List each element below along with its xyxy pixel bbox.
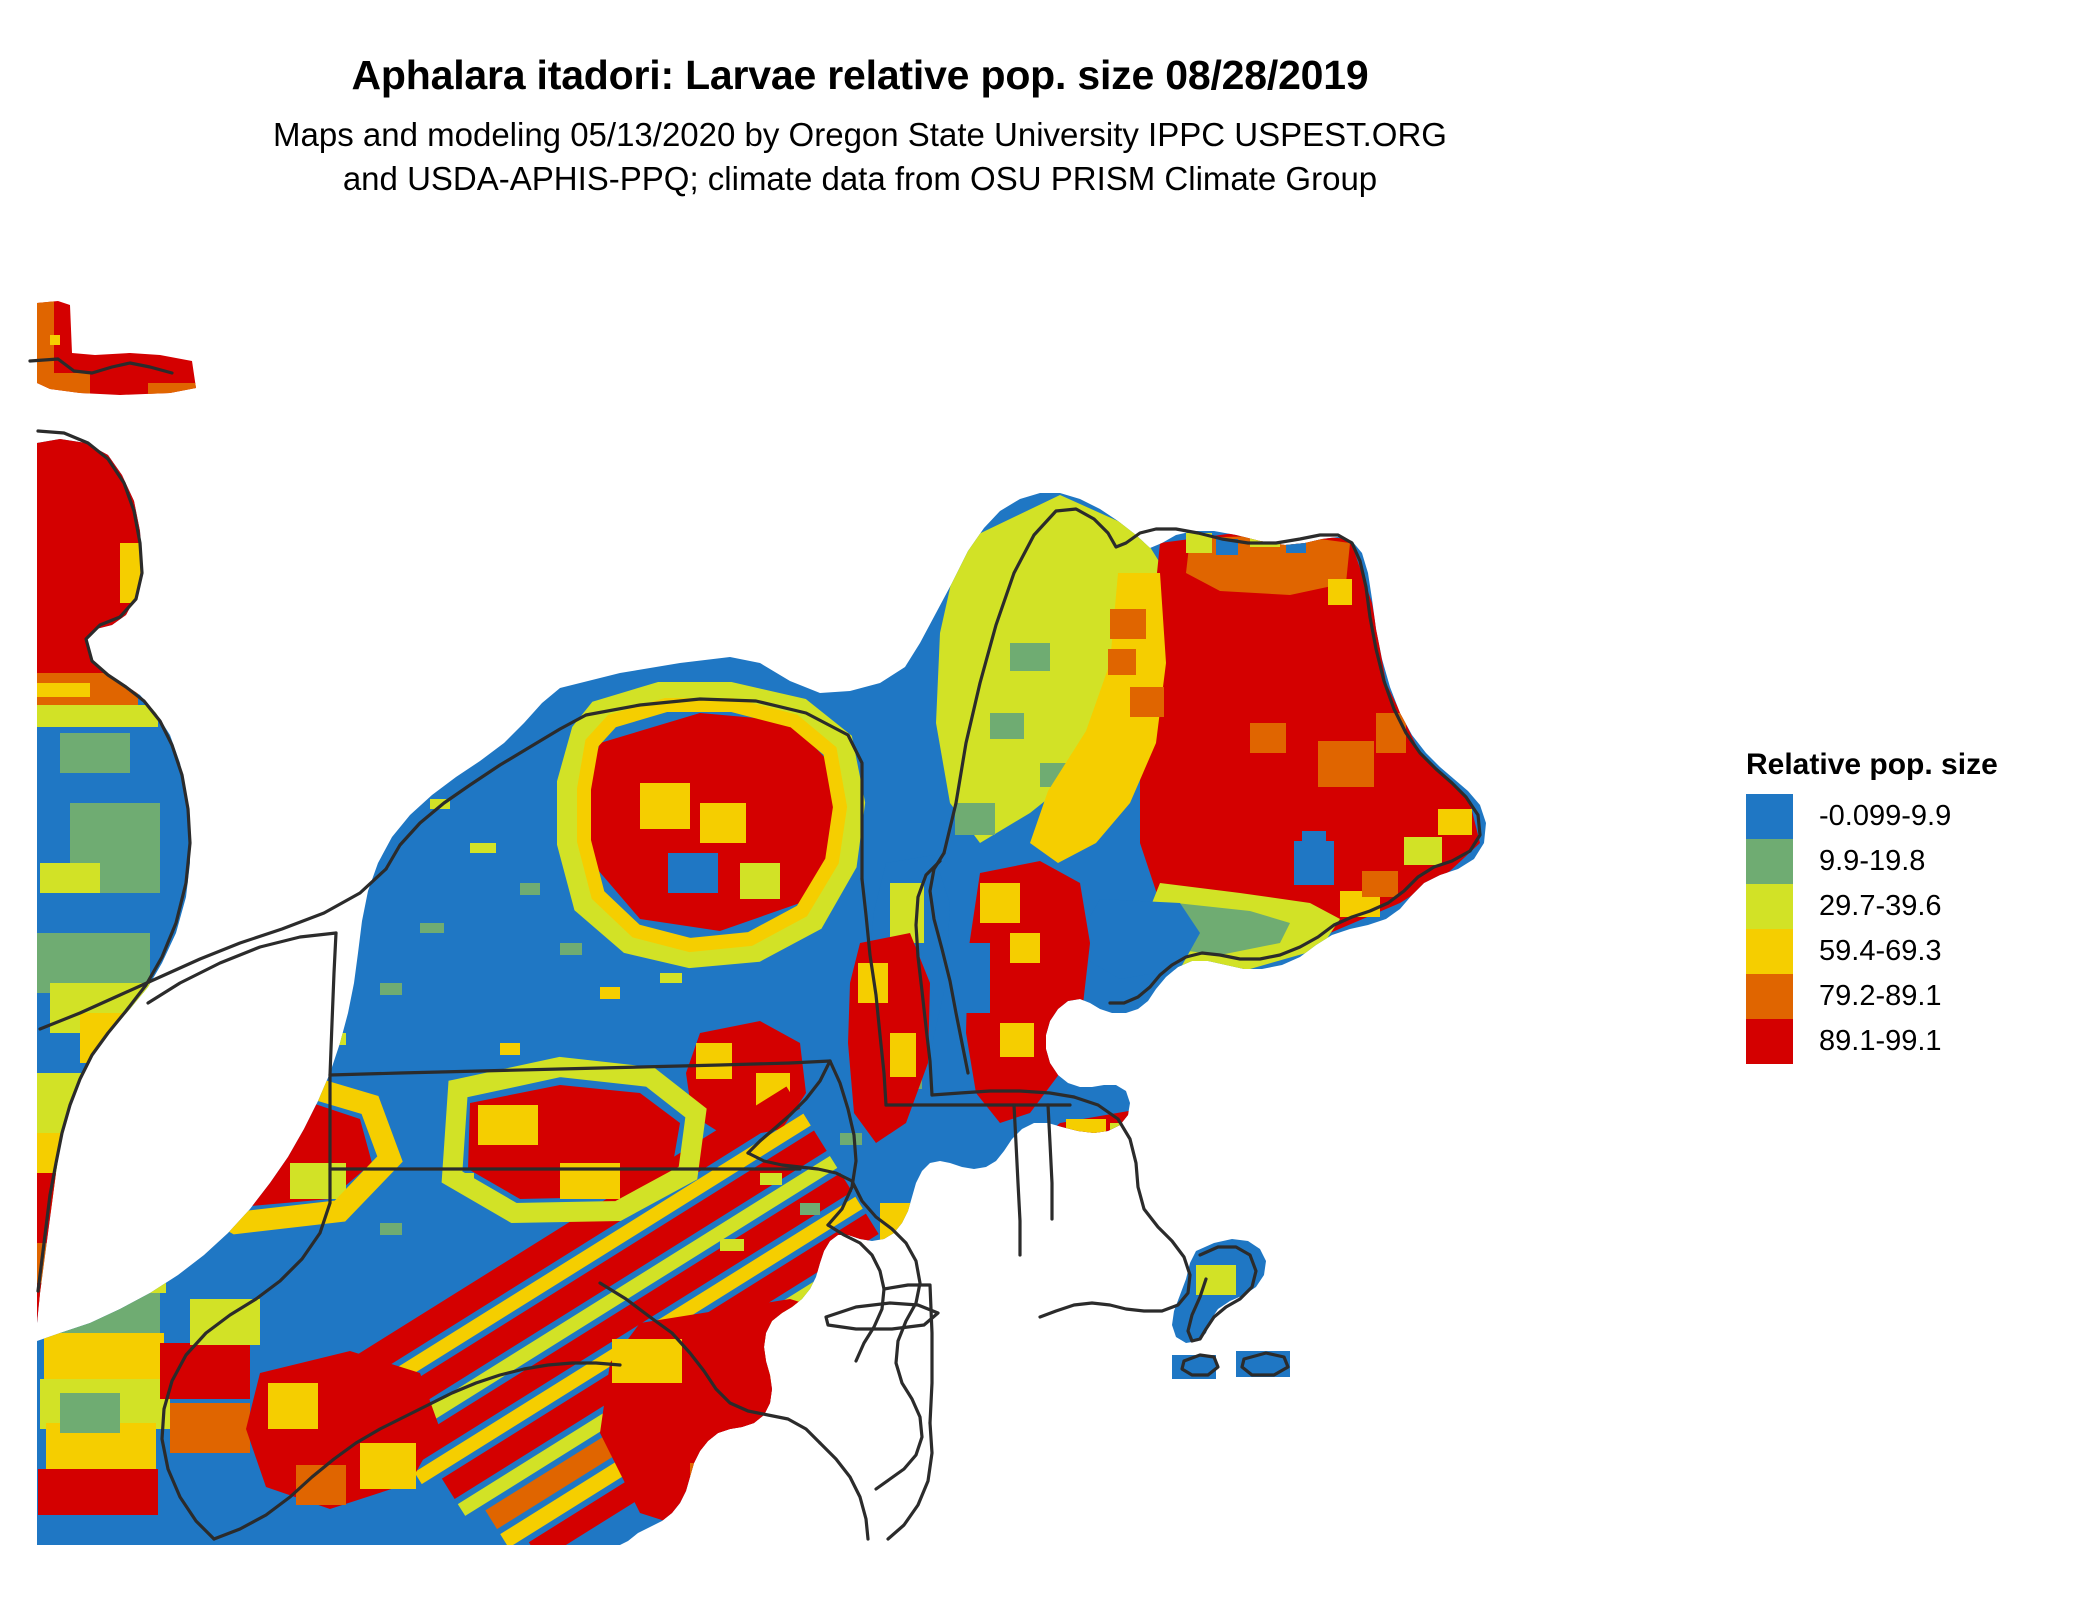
legend-label: -0.099-9.9 <box>1819 800 1952 832</box>
legend-label: 79.2-89.1 <box>1819 980 1942 1012</box>
legend-title: Relative pop. size <box>1746 748 1998 781</box>
legend-swatch-icon <box>1746 839 1793 884</box>
legend-swatch-icon <box>1746 929 1793 974</box>
page-title: Aphalara itadori: Larvae relative pop. s… <box>351 52 1369 98</box>
map-canvas[interactable] <box>0 243 1700 1563</box>
legend-row[interactable]: 79.2-89.1 <box>1746 974 2076 1019</box>
legend-row[interactable]: -0.099-9.9 <box>1746 794 2076 839</box>
subtitle-line-1: Maps and modeling 05/13/2020 by Oregon S… <box>273 116 1447 197</box>
legend-label: 9.9-19.8 <box>1819 845 1926 877</box>
legend-label: 89.1-99.1 <box>1819 1025 1942 1057</box>
legend-swatch-icon <box>1746 974 1793 1019</box>
state-boundaries <box>28 357 1482 1541</box>
legend-row[interactable]: 89.1-99.1 <box>1746 1019 2076 1064</box>
legend-swatch-icon <box>1746 1019 1793 1064</box>
legend-label: 59.4-69.3 <box>1819 935 1942 967</box>
legend-row[interactable]: 9.9-19.8 <box>1746 839 2076 884</box>
map-legend: Relative pop. size -0.099-9.9 9.9-19.8 2… <box>1746 748 2076 1064</box>
raster-map[interactable] <box>0 243 1700 1563</box>
legend-row[interactable]: 59.4-69.3 <box>1746 929 2076 974</box>
subtitle-line-2: USDA-APHIS-PPQ; climate data from OSU PR… <box>407 159 1378 197</box>
page-subtitle: Maps and modeling 05/13/2020 by Oregon S… <box>0 113 1720 200</box>
legend-swatch-icon <box>1746 794 1793 839</box>
raster-cell-group-capecod <box>1172 1239 1266 1343</box>
legend-label: 29.7-39.6 <box>1819 890 1942 922</box>
legend-entries: -0.099-9.9 9.9-19.8 29.7-39.6 59.4-69.3 … <box>1746 794 2076 1064</box>
legend-swatch-icon <box>1746 884 1793 929</box>
legend-row[interactable]: 29.7-39.6 <box>1746 884 2076 929</box>
title-block: Aphalara itadori: Larvae relative pop. s… <box>0 52 1720 200</box>
raster-cell-group-northeast <box>37 493 1486 1545</box>
